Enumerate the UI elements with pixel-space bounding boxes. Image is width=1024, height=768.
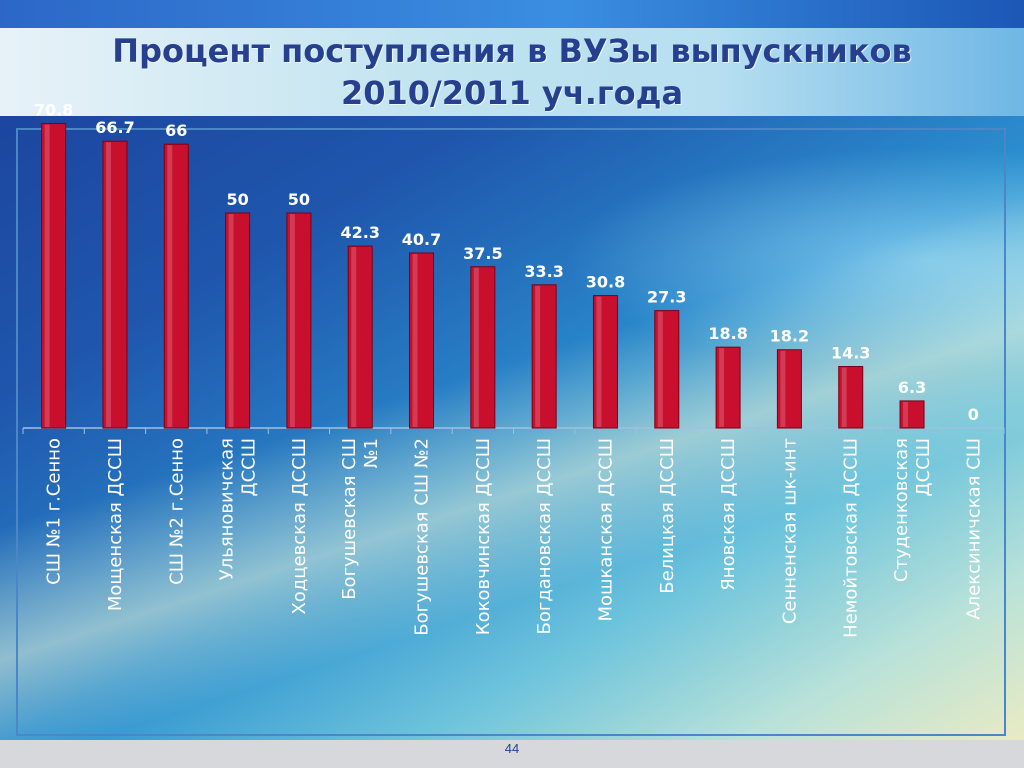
- bar: [899, 400, 925, 429]
- bar: [715, 346, 741, 429]
- category-label-line: №1: [361, 438, 382, 468]
- bar: [102, 140, 128, 429]
- category-label-line: Богушевская СШ: [339, 438, 360, 600]
- data-label: 42.3: [340, 223, 379, 242]
- category-label-line: Сенненская шк-инт: [779, 438, 800, 624]
- bar: [409, 252, 435, 429]
- data-label: 37.5: [463, 244, 502, 263]
- category-label-line: Коковчинская ДССШ: [473, 438, 494, 635]
- category-label: Мошканская ДССШ: [595, 438, 616, 621]
- category-label-line: Мощенская ДССШ: [105, 438, 126, 611]
- title-band: [0, 28, 1024, 116]
- category-label: Богушевская СШ №1: [339, 438, 382, 600]
- data-label: 18.8: [708, 324, 747, 343]
- category-label-line: Ульяновичская: [217, 438, 238, 580]
- data-label: 50: [288, 190, 310, 209]
- bar-highlight: [596, 296, 602, 427]
- bar: [592, 295, 618, 429]
- bar: [838, 366, 864, 429]
- category-label: Студенковская ДССШ: [891, 438, 934, 582]
- bar: [163, 143, 189, 429]
- category-label: СШ №1 г.Сенно: [44, 438, 65, 585]
- category-label: СШ №2 г.Сенно: [166, 438, 187, 585]
- category-label: Ульяновичская ДССШ: [217, 438, 260, 580]
- bar-highlight: [105, 142, 111, 427]
- category-label-line: СШ №2 г.Сенно: [166, 438, 187, 585]
- data-label: 40.7: [402, 230, 441, 249]
- category-label: Немойтовская ДССШ: [841, 438, 862, 638]
- category-label-line: Яновская ДССШ: [718, 438, 739, 591]
- category-label: Белицкая ДССШ: [657, 438, 678, 594]
- category-label: Мощенская ДССШ: [105, 438, 126, 611]
- data-label: 66.7: [95, 118, 134, 137]
- footer-bar: [0, 740, 1024, 768]
- category-label-line: Белицкая ДССШ: [657, 438, 678, 594]
- category-label: Богдановская ДССШ: [534, 438, 555, 634]
- bar-highlight: [841, 367, 847, 427]
- slide-title-line-2: 2010/2011 уч.года: [340, 74, 684, 112]
- category-label-line: Богушевская СШ №2: [412, 438, 433, 636]
- slide-title: Процент поступления в ВУЗы выпускников 2…: [0, 30, 1024, 114]
- top-bar: [0, 0, 1024, 28]
- bar-highlight: [167, 145, 173, 427]
- category-label-line: Немойтовская ДССШ: [841, 438, 862, 638]
- bar-highlight: [351, 247, 357, 427]
- data-label: 50: [226, 190, 248, 209]
- category-label: Коковчинская ДССШ: [473, 438, 494, 635]
- bar-highlight: [719, 348, 725, 427]
- bar-highlight: [412, 253, 418, 427]
- category-label-line: Алексиничская СШ: [963, 438, 984, 620]
- bar-highlight: [289, 214, 295, 427]
- category-label-line: ДССШ: [239, 438, 260, 496]
- chart-frame: [16, 128, 1006, 736]
- bar: [654, 310, 680, 429]
- data-label: 14.3: [831, 344, 870, 363]
- category-label: Ходцевская ДССШ: [289, 438, 310, 615]
- bar-highlight: [228, 214, 234, 427]
- data-label: 18.2: [770, 327, 809, 346]
- category-label-line: Мошканская ДССШ: [595, 438, 616, 621]
- data-label: 70.8: [34, 101, 73, 120]
- bar: [41, 123, 67, 429]
- category-label: Богушевская СШ №2: [412, 438, 433, 636]
- category-label-line: Богдановская ДССШ: [534, 438, 555, 634]
- bar-highlight: [535, 285, 541, 427]
- category-label: Сенненская шк-инт: [779, 438, 800, 624]
- category-label-line: ДССШ: [913, 438, 934, 496]
- slide-title-line-1: Процент поступления в ВУЗы выпускников: [112, 32, 912, 70]
- bar-highlight: [473, 267, 479, 427]
- bar-highlight: [657, 311, 663, 427]
- category-label-line: Студенковская: [891, 438, 912, 582]
- data-label: 66: [165, 121, 187, 140]
- bar: [776, 349, 802, 429]
- data-label: 27.3: [647, 288, 686, 307]
- data-label: 30.8: [586, 273, 625, 292]
- category-label: Алексиничская СШ: [963, 438, 984, 620]
- bar: [470, 266, 496, 429]
- bar: [347, 245, 373, 429]
- bar-chart: 70.8 СШ №1 г.Сенно 66.7 Мощенская ДССШ 66 СШ …: [22, 101, 1005, 638]
- bar: [531, 284, 557, 429]
- bar-highlight: [44, 124, 50, 427]
- data-label: 0: [968, 405, 979, 424]
- bar-highlight: [780, 350, 786, 427]
- category-label: Яновская ДССШ: [718, 438, 739, 591]
- category-label-line: Ходцевская ДССШ: [289, 438, 310, 615]
- category-label-line: СШ №1 г.Сенно: [44, 438, 65, 585]
- data-label: 6.3: [898, 378, 926, 397]
- bar-highlight: [903, 401, 909, 427]
- bar: [225, 212, 251, 429]
- bar: [286, 212, 312, 429]
- page-number: 44: [504, 741, 520, 756]
- data-label: 33.3: [524, 262, 563, 281]
